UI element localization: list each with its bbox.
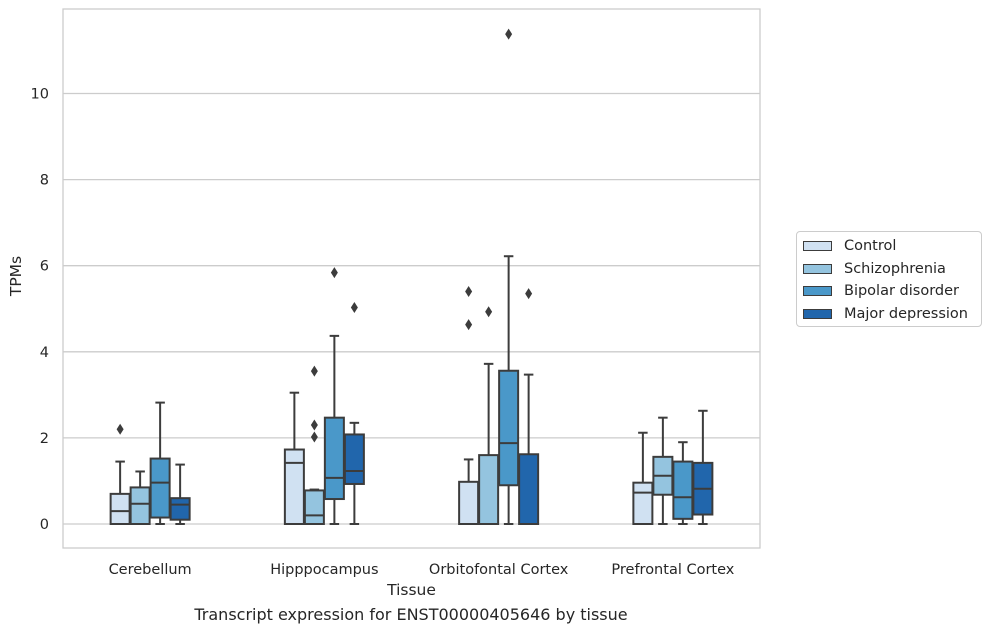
box-iqr [498, 369, 520, 487]
legend-item: Major depression [803, 305, 968, 323]
boxes [109, 28, 714, 526]
outlier-point [525, 288, 533, 300]
box-group [498, 28, 520, 525]
x-tick-label: Cerebellum [109, 562, 192, 578]
box-group [283, 391, 305, 525]
legend-item: Bipolar disorder [803, 282, 959, 300]
box-group [323, 267, 345, 525]
x-tick-label: Prefrontal Cortex [611, 562, 734, 578]
outlier-point [116, 423, 124, 435]
outlier-point [310, 365, 318, 377]
y-tick-label: 2 [40, 431, 49, 447]
outlier-point [350, 301, 358, 313]
box-group [692, 409, 714, 525]
y-tick-label: 10 [31, 87, 49, 103]
legend-swatch [803, 286, 832, 296]
legend-swatch [803, 241, 832, 251]
outlier-point [505, 28, 513, 40]
box-iqr [478, 454, 500, 525]
y-axis-label: TPMs [7, 256, 25, 297]
legend-label: Schizophrenia [844, 260, 946, 277]
box-iqr [672, 460, 694, 520]
box-group [518, 288, 540, 525]
outlier-point [310, 419, 318, 431]
x-tick-labels: Cerebellum Hipppocampus Orbitofontal Corte… [109, 562, 735, 578]
outlier-point [330, 267, 338, 279]
box-iqr [458, 480, 480, 526]
box-group [343, 301, 365, 525]
legend-label: Bipolar disorder [844, 283, 959, 299]
outlier-point [465, 319, 473, 331]
box-group [652, 416, 674, 525]
box-group [478, 306, 500, 525]
x-axis-label: Tissue [386, 581, 436, 599]
box-group [129, 470, 151, 525]
figure-caption: Transcript expression for ENST0000040564… [194, 605, 628, 624]
x-tick-label: Hipppocampus [270, 562, 378, 578]
box-iqr [283, 448, 305, 525]
box-group [169, 463, 191, 525]
legend-item: Schizophrenia [803, 260, 946, 278]
legend-swatch [803, 308, 832, 319]
y-tick-label: 4 [40, 345, 49, 361]
x-tick-label: Orbitofontal Cortex [429, 562, 569, 578]
box-iqr [129, 486, 151, 525]
legend: Control Schizophrenia Bipolar disorder Majo… [796, 231, 982, 327]
box-group [303, 365, 325, 525]
box-group [672, 441, 694, 525]
box-iqr [632, 481, 654, 525]
box-iqr [518, 453, 540, 525]
outlier-point [465, 286, 473, 298]
box-group [149, 401, 171, 525]
box-iqr [149, 457, 171, 519]
box-iqr [169, 497, 191, 521]
box-iqr [323, 416, 345, 501]
legend-label: Control [844, 238, 897, 254]
box-iqr [343, 433, 365, 485]
box-iqr [303, 489, 325, 525]
y-tick-label: 8 [40, 173, 49, 189]
outlier-point [485, 306, 493, 318]
box-group [632, 431, 654, 525]
legend-item: Control [803, 237, 896, 255]
box-iqr [109, 492, 131, 525]
plot-area-frame [62, 8, 761, 549]
legend-label: Major depression [844, 305, 968, 322]
box-group [109, 423, 131, 525]
y-tick-label: 0 [40, 517, 49, 533]
y-tick-labels: 0 2 4 6 8 10 [31, 87, 49, 534]
legend-swatch [803, 263, 832, 274]
y-tick-label: 6 [40, 259, 49, 275]
box-group [458, 286, 480, 526]
outlier-point [310, 431, 318, 443]
